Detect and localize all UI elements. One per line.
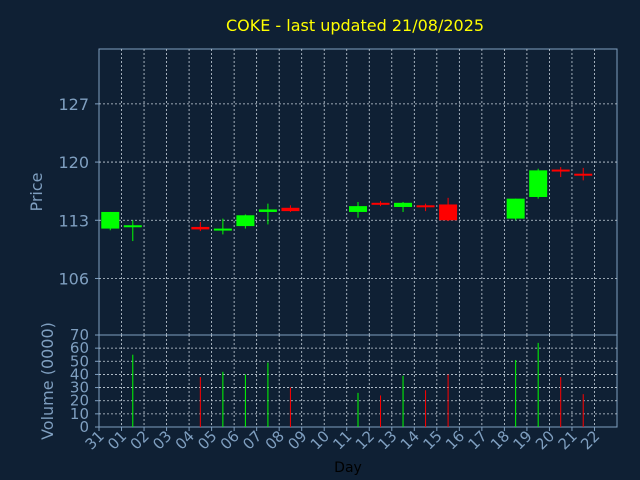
chart-title: COKE - last updated 21/08/2025: [226, 16, 484, 35]
volume-tick-label: 10: [70, 405, 89, 423]
candle-body: [371, 202, 390, 205]
price-tick-label: 120: [58, 153, 89, 172]
candle-body: [213, 228, 232, 231]
price-axis-label: Price: [27, 172, 46, 211]
candle-body: [439, 204, 458, 221]
price-tick-label: 127: [58, 95, 89, 114]
candle-body: [101, 211, 120, 229]
volume-tick-label: 60: [70, 339, 89, 357]
candle-body: [281, 207, 300, 212]
candle-body: [416, 205, 435, 208]
x-axis-label: Day: [334, 460, 362, 476]
volume-tick-label: 20: [70, 392, 89, 410]
candle-body: [236, 215, 255, 227]
candle-body: [529, 170, 548, 197]
volume-tick-label: 50: [70, 352, 89, 370]
candle-body: [349, 206, 367, 212]
candle-body: [551, 169, 570, 172]
volume-tick-label: 30: [70, 379, 89, 397]
candle-body: [191, 226, 210, 230]
x-tick-label: 22: [577, 427, 603, 453]
volume-tick-label: 70: [70, 326, 89, 344]
candle-body: [506, 198, 525, 219]
price-tick-label: 113: [58, 211, 89, 230]
volume-tick-label: 0: [79, 418, 89, 436]
price-tick-label: 106: [58, 269, 89, 288]
volume-axis-label: Volume (0000): [38, 322, 57, 440]
candle-body: [123, 225, 142, 228]
price-panel: 106 113 120 127: [58, 48, 618, 336]
candle-body: [394, 202, 413, 207]
candle-body: [258, 209, 277, 212]
volume-panel: 3101020304050607080910111213141516171819…: [70, 326, 618, 453]
candle-body: [574, 173, 593, 176]
volume-tick-label: 40: [70, 365, 89, 383]
